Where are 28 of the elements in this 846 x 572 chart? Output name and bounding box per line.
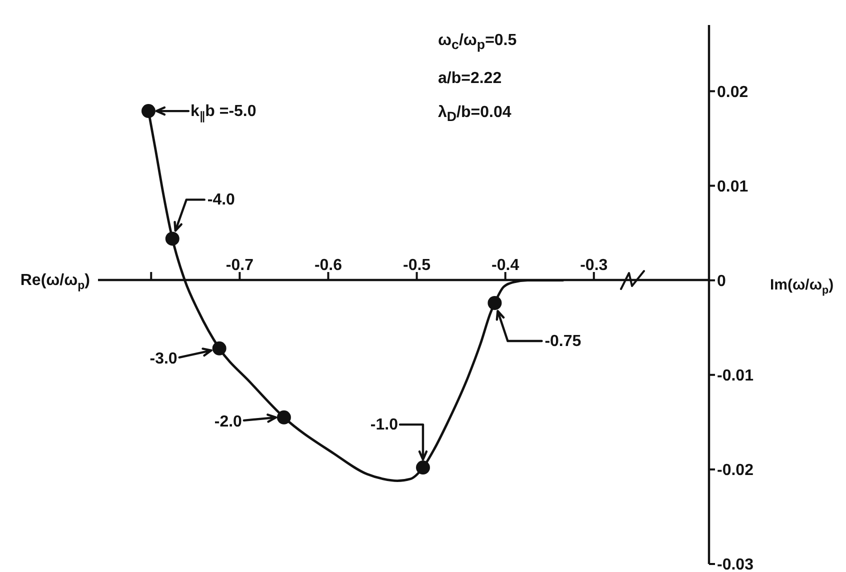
point (416, 460, 430, 475)
annotation: k$_{∥}$b =-5.0 (190, 102, 256, 124)
x-tick-label: -0.3 (580, 257, 608, 274)
y-tick-label: -0.03 (717, 556, 754, 572)
x-tick-label: -0.7 (226, 257, 254, 274)
y-axis-title: Im(ω/ω$_{p}$) (770, 276, 834, 296)
point (165, 232, 180, 246)
point (212, 341, 226, 356)
x-tick-label: -0.4 (492, 257, 520, 274)
y-tick-label: 0.01 (717, 178, 748, 196)
x-axis-title: Re(ω/ω$_{p}$) (20, 272, 90, 292)
annotation: -2.0 (214, 412, 242, 430)
annotation: -0.75 (544, 332, 582, 350)
y-tick-label: -0.01 (717, 368, 754, 385)
x-tick-label: -0.6 (314, 257, 342, 274)
annotation: -3.0 (150, 350, 178, 367)
annotation: ω$_{c}$/ω$_{p}$=0.5 (438, 31, 517, 54)
x-tick-label: -0.5 (402, 257, 431, 274)
annotation: λ$_{D}$/b=0.04 (438, 103, 512, 126)
point (276, 410, 291, 424)
annotation: -4.0 (207, 191, 236, 208)
y-tick-label: -0.02 (717, 462, 754, 480)
annotation: a/b=2.22 (438, 69, 503, 90)
point (141, 104, 156, 118)
point (488, 296, 502, 310)
y-tick-label: 0 (717, 272, 726, 290)
annotation: -1.0 (370, 416, 398, 434)
y-tick-label: 0.02 (717, 84, 748, 101)
